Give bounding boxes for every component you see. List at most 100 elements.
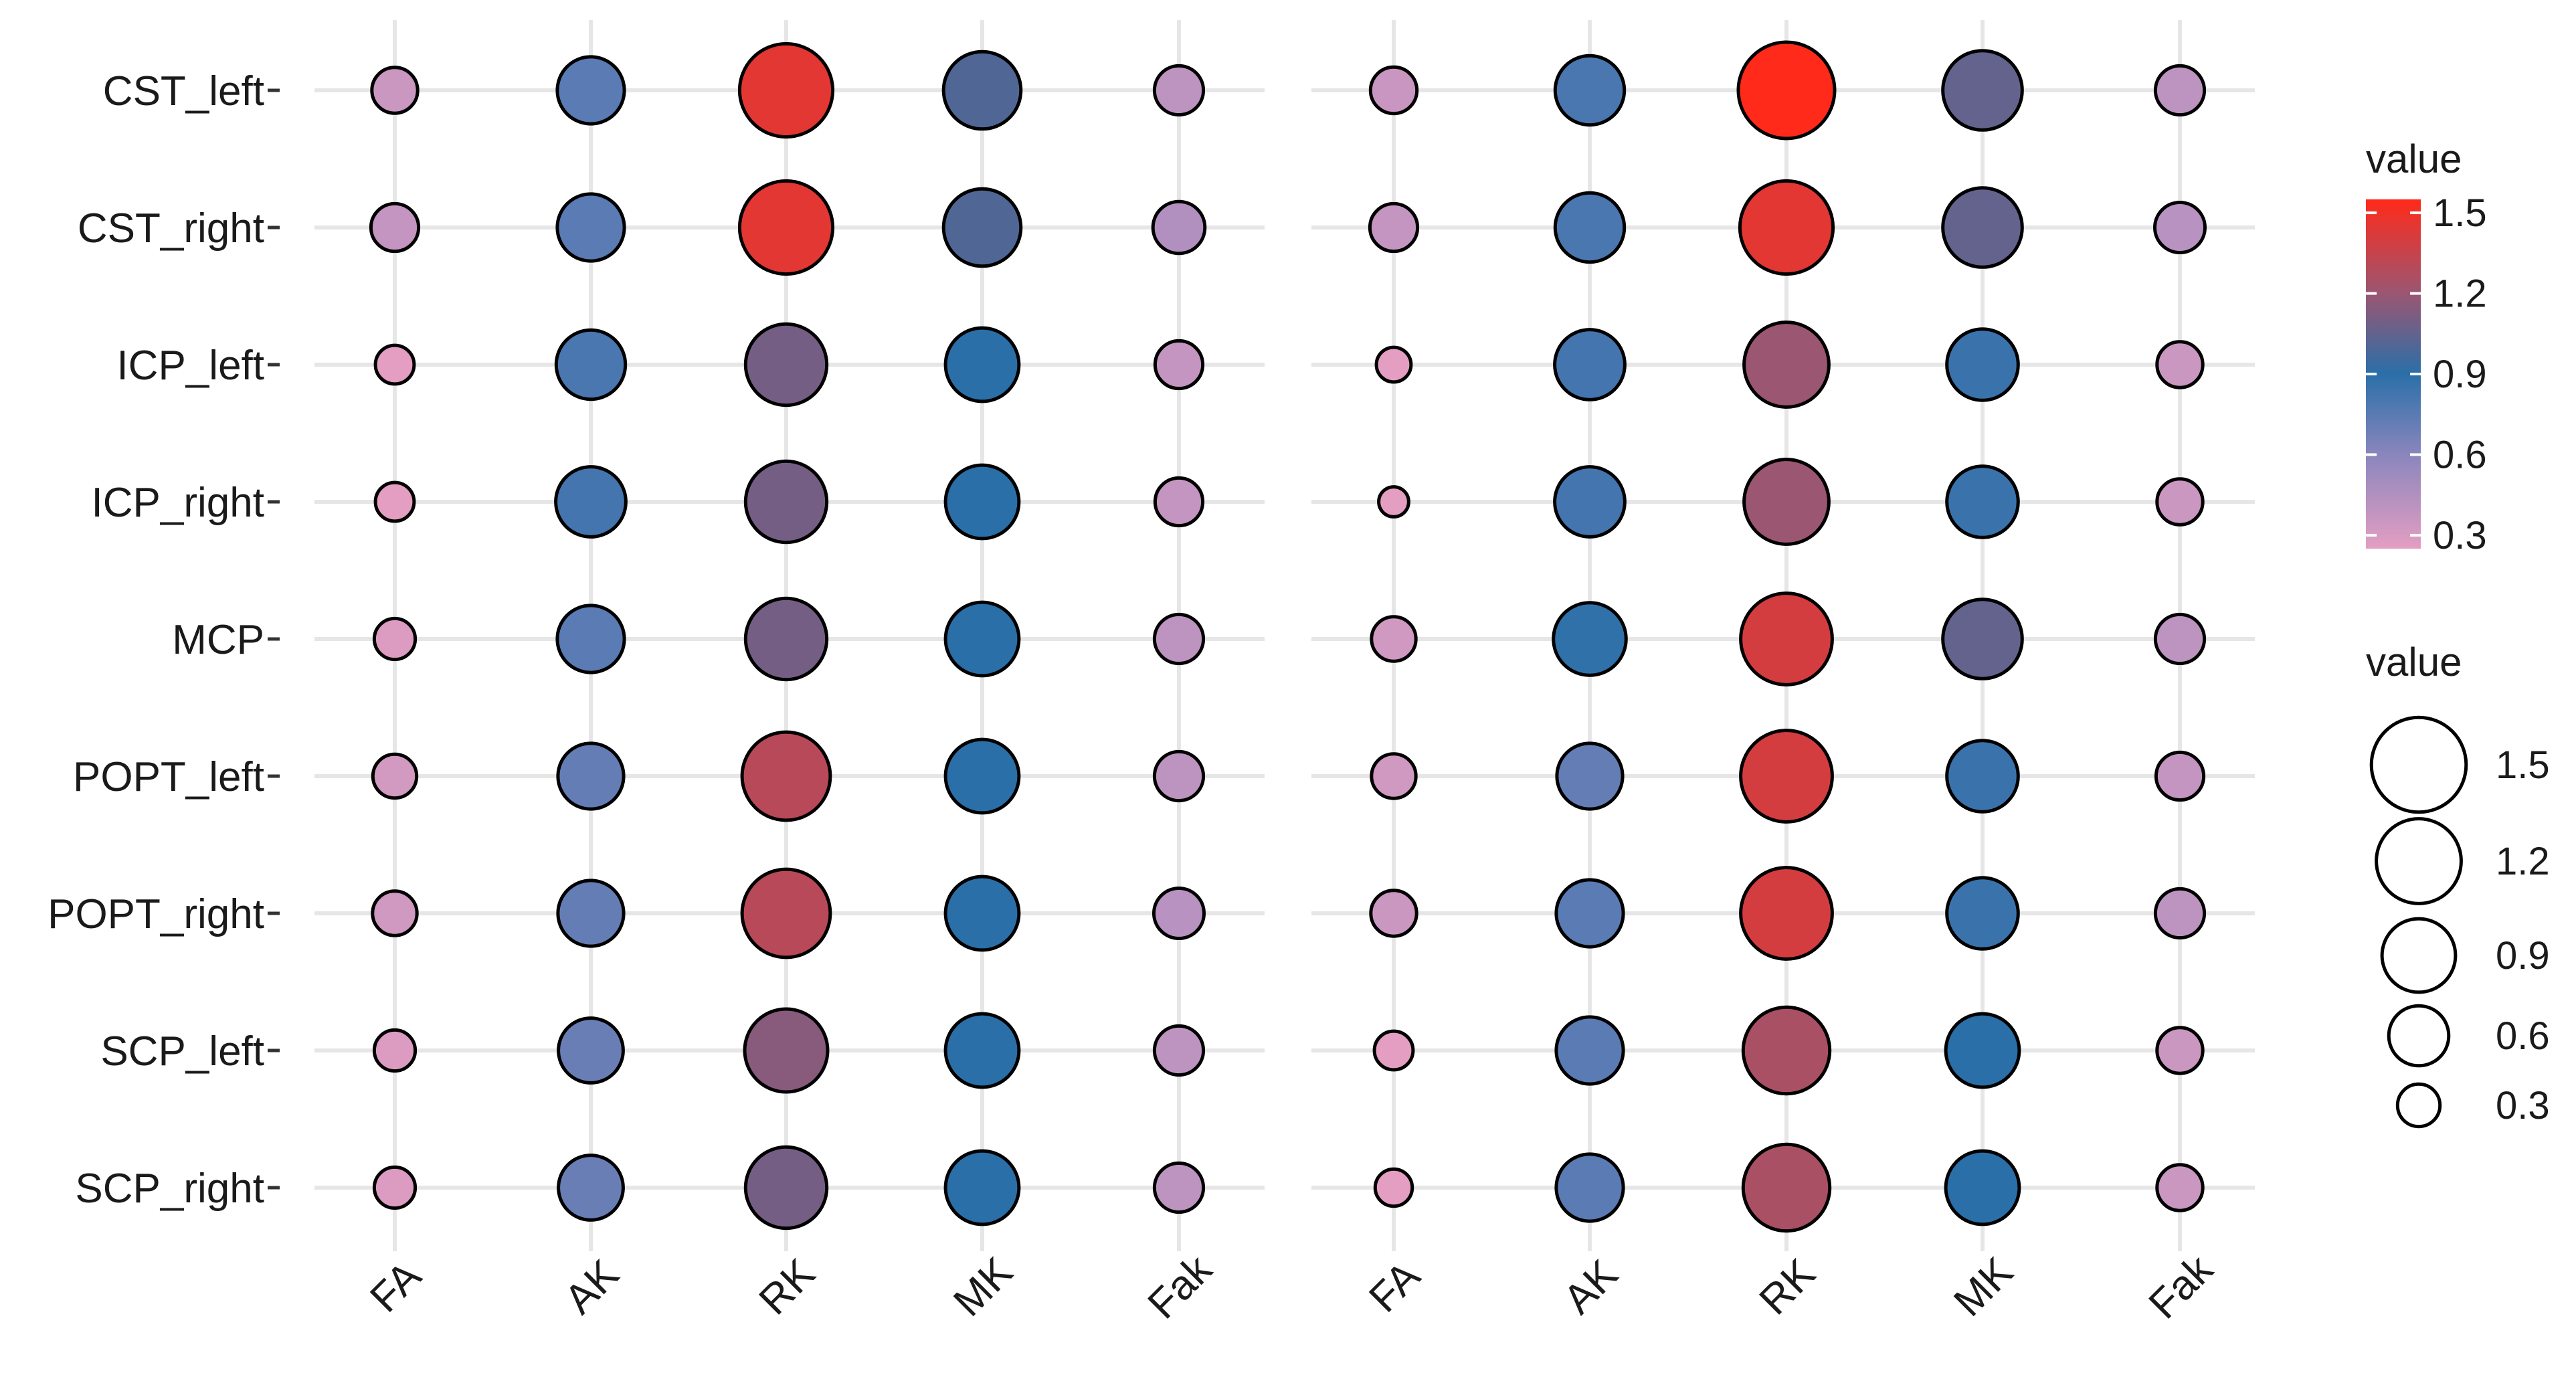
bubble-point bbox=[1553, 54, 1627, 127]
bubble-point bbox=[740, 730, 832, 822]
bubble-point bbox=[1554, 878, 1625, 949]
bubble-point bbox=[554, 328, 628, 401]
x-tick-label: MK bbox=[1945, 1249, 2022, 1325]
bubble-point bbox=[1152, 1024, 1206, 1077]
size-legend: value 1.5 1.2 0.9 0.6 0.3 bbox=[2366, 640, 2550, 1129]
colorbar-tick-label: 0.6 bbox=[2433, 433, 2487, 476]
colorbar-tick-label: 1.2 bbox=[2433, 272, 2487, 316]
bubble-point bbox=[1152, 749, 1206, 803]
bubble-point bbox=[371, 889, 419, 937]
bubble-point bbox=[943, 600, 1021, 678]
bubble-point bbox=[555, 55, 626, 126]
y-tick-label: POPT_left bbox=[73, 754, 264, 800]
bubble-point bbox=[371, 752, 419, 800]
bubble-point bbox=[1944, 1012, 2021, 1089]
color-legend: value 1.5 1.2 0.9 0.6 0.3 bbox=[2366, 136, 2487, 557]
bubble-point bbox=[373, 480, 416, 523]
y-tick-label: CST_right bbox=[78, 205, 264, 252]
bubble-point bbox=[2153, 612, 2207, 666]
bubble-point bbox=[556, 741, 626, 811]
bubble-point bbox=[1152, 1161, 1206, 1214]
size-legend-label: 0.3 bbox=[2496, 1084, 2550, 1127]
color-legend-title: value bbox=[2366, 136, 2462, 181]
bubble-point bbox=[1941, 598, 2024, 680]
colorbar-tick-label: 1.5 bbox=[2433, 191, 2487, 235]
bubble-point bbox=[943, 1012, 1021, 1089]
bubble-point bbox=[740, 867, 832, 959]
bubbles bbox=[369, 40, 2207, 1233]
bubble-point bbox=[1554, 1015, 1625, 1086]
bubble-point bbox=[1373, 1167, 1414, 1208]
bubble-point bbox=[737, 179, 835, 276]
bubble-point bbox=[372, 616, 418, 662]
bubble-point bbox=[1736, 40, 1837, 141]
size-legend-title: value bbox=[2366, 640, 2462, 684]
x-tick-label: MK bbox=[945, 1249, 1022, 1325]
bubble-point bbox=[372, 1028, 418, 1073]
bubble-point bbox=[941, 187, 1023, 268]
bubble-point bbox=[943, 875, 1021, 952]
bubble-point bbox=[1941, 49, 2024, 132]
bubble-point bbox=[1368, 201, 1420, 254]
bubble-point bbox=[1368, 65, 1419, 116]
y-tick-label: CST_left bbox=[103, 68, 264, 114]
bubble-point bbox=[1553, 328, 1627, 401]
bubble-point bbox=[1555, 741, 1625, 811]
bubble-point bbox=[372, 1165, 418, 1210]
colorbar-tick-label: 0.3 bbox=[2433, 514, 2487, 557]
bubble-point bbox=[556, 879, 626, 948]
size-legend-label: 1.2 bbox=[2496, 840, 2550, 883]
bubble-point bbox=[555, 192, 626, 263]
bubble-point bbox=[2155, 477, 2205, 527]
bubble-point bbox=[1552, 601, 1628, 677]
bubble-point bbox=[2155, 1026, 2205, 1075]
bubble-point bbox=[555, 604, 626, 674]
bubble-point bbox=[2153, 887, 2207, 940]
x-tick-label: Fak bbox=[1139, 1246, 1222, 1328]
bubble-point bbox=[743, 459, 829, 545]
bubble-point bbox=[743, 1145, 829, 1230]
y-tick-label: POPT_right bbox=[48, 891, 264, 937]
bubble-point bbox=[1152, 64, 1206, 117]
bubble-point bbox=[941, 50, 1023, 131]
bubble-point bbox=[743, 1007, 830, 1094]
bubble-point bbox=[1945, 464, 2020, 539]
bubble-point bbox=[1377, 485, 1410, 519]
size-legend-circle bbox=[2369, 715, 2468, 814]
y-tick-label: SCP_right bbox=[75, 1166, 264, 1212]
bubble-point bbox=[1739, 591, 1834, 686]
size-legend-label: 0.6 bbox=[2496, 1014, 2550, 1058]
bubble-point bbox=[1739, 866, 1834, 961]
size-legend-circle bbox=[2395, 1082, 2442, 1129]
size-legend-circle bbox=[2375, 817, 2463, 905]
bubble-point bbox=[1945, 876, 2020, 951]
bubble-point bbox=[743, 322, 829, 407]
bubble-point bbox=[1374, 345, 1413, 384]
bubble-point bbox=[1153, 339, 1205, 391]
bubble-point bbox=[1370, 752, 1418, 800]
bubble-point bbox=[1153, 476, 1205, 528]
bubble-point bbox=[1152, 612, 1206, 666]
bubble-point bbox=[943, 463, 1021, 541]
bubble-point bbox=[1738, 179, 1835, 276]
bubble-point bbox=[1370, 615, 1418, 663]
bubble-point bbox=[737, 41, 835, 139]
bubble-point bbox=[2153, 201, 2207, 254]
bubble-point bbox=[1944, 1149, 2021, 1226]
bubble-point bbox=[1741, 1005, 1832, 1096]
bubble-point bbox=[2154, 750, 2206, 802]
bubble-point bbox=[369, 201, 421, 254]
bubble-point bbox=[943, 1149, 1021, 1226]
bubble-point bbox=[743, 596, 829, 682]
x-tick-label: AK bbox=[556, 1251, 628, 1323]
y-tick-label: SCP_left bbox=[100, 1028, 264, 1075]
bubble-point bbox=[1372, 1029, 1415, 1072]
bubble-point bbox=[1742, 458, 1831, 546]
bubble-point bbox=[943, 326, 1021, 403]
colorbar-tick-label: 0.9 bbox=[2433, 353, 2487, 396]
x-tick-label: Fak bbox=[2140, 1246, 2223, 1328]
bubble-point bbox=[373, 343, 416, 386]
bubble-point bbox=[1553, 465, 1627, 539]
bubble-point bbox=[2153, 64, 2207, 117]
